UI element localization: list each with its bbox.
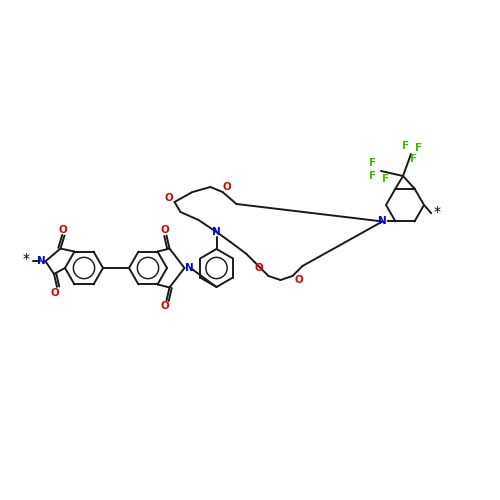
Text: O: O: [254, 263, 263, 273]
Text: N: N: [212, 227, 221, 237]
Text: O: O: [164, 193, 173, 203]
Text: F: F: [402, 141, 409, 151]
Text: N: N: [378, 216, 387, 226]
Text: O: O: [160, 224, 169, 234]
Text: *: *: [23, 252, 30, 266]
Text: F: F: [370, 171, 376, 181]
Text: F: F: [370, 158, 376, 168]
Text: O: O: [160, 302, 169, 312]
Text: O: O: [222, 182, 231, 192]
Text: F: F: [416, 143, 422, 153]
Text: O: O: [50, 288, 59, 298]
Text: F: F: [382, 174, 390, 184]
Text: O: O: [294, 275, 303, 285]
Text: O: O: [58, 224, 67, 234]
Text: F: F: [410, 154, 418, 164]
Text: *: *: [434, 205, 441, 219]
Text: N: N: [185, 263, 194, 273]
Text: N: N: [37, 256, 46, 266]
